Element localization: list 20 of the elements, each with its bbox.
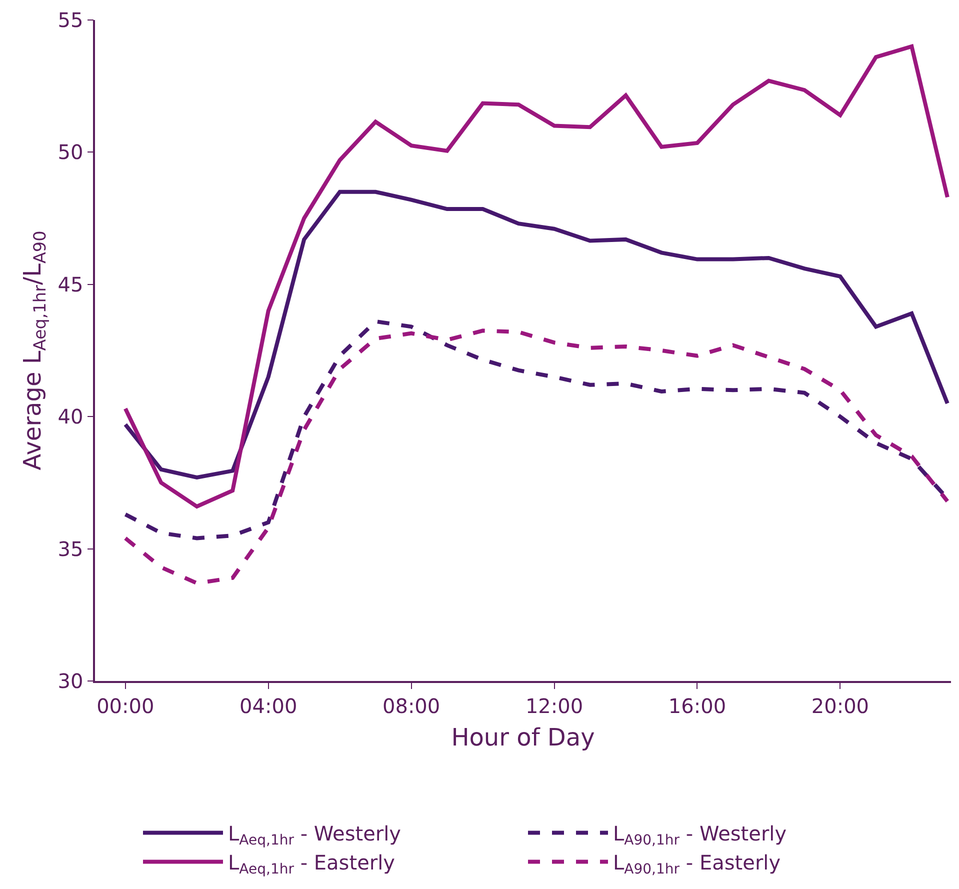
x-tick-label: 12:00	[525, 694, 584, 718]
x-tick-label: 08:00	[382, 694, 440, 718]
legend-label: L$_{A90,1hr}$ - Westerly	[613, 822, 787, 849]
line-series	[123, 328, 950, 586]
legend-label: L$_{A90,1hr}$ - Easterly	[613, 850, 781, 878]
x-axis-title: Hour of Day	[451, 724, 595, 752]
x-tick-label: 20:00	[811, 694, 870, 718]
line-series	[123, 190, 950, 480]
y-tick-label: 45	[58, 272, 84, 296]
line-series	[123, 44, 950, 508]
y-tick-label: 35	[58, 536, 84, 561]
x-tick-label: 00:00	[96, 694, 154, 718]
x-tick-label: 16:00	[668, 694, 726, 718]
legend-label: L$_{Aeq,1hr}$ - Westerly	[228, 822, 402, 849]
y-tick-label: 55	[58, 8, 84, 32]
legend-label: L$_{Aeq,1hr}$ - Easterly	[228, 850, 396, 878]
x-tick-label: 04:00	[240, 694, 298, 718]
y-tick-label: 30	[58, 669, 84, 693]
y-tick-label: 50	[58, 140, 84, 164]
y-tick-label: 40	[58, 404, 84, 429]
